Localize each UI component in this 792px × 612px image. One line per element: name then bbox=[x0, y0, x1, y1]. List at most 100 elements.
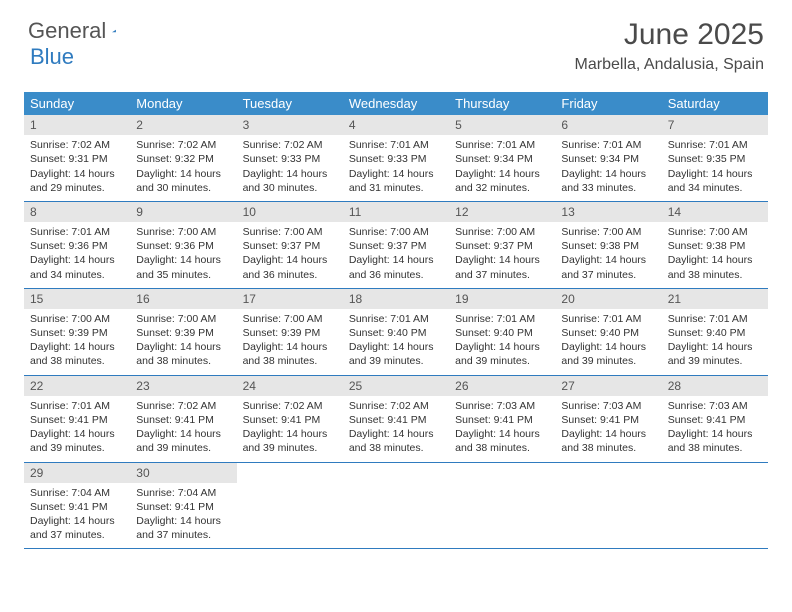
sunrise-line: Sunrise: 7:00 AM bbox=[30, 312, 124, 326]
day-cell: 10Sunrise: 7:00 AMSunset: 9:37 PMDayligh… bbox=[237, 202, 343, 288]
sunset-line: Sunset: 9:38 PM bbox=[561, 239, 655, 253]
daylight-line: Daylight: 14 hours and 39 minutes. bbox=[30, 427, 124, 455]
day-number: 1 bbox=[24, 115, 130, 135]
sunset-line: Sunset: 9:37 PM bbox=[349, 239, 443, 253]
daylight-line: Daylight: 14 hours and 39 minutes. bbox=[561, 340, 655, 368]
day-number: 24 bbox=[237, 376, 343, 396]
sunset-line: Sunset: 9:41 PM bbox=[455, 413, 549, 427]
day-number: 13 bbox=[555, 202, 661, 222]
sunrise-line: Sunrise: 7:01 AM bbox=[349, 312, 443, 326]
day-number: 8 bbox=[24, 202, 130, 222]
day-cell: 30Sunrise: 7:04 AMSunset: 9:41 PMDayligh… bbox=[130, 463, 236, 549]
sunrise-line: Sunrise: 7:00 AM bbox=[243, 225, 337, 239]
sunrise-line: Sunrise: 7:02 AM bbox=[136, 138, 230, 152]
sunset-line: Sunset: 9:40 PM bbox=[561, 326, 655, 340]
sunrise-line: Sunrise: 7:01 AM bbox=[455, 138, 549, 152]
daylight-line: Daylight: 14 hours and 38 minutes. bbox=[455, 427, 549, 455]
day-cell: 29Sunrise: 7:04 AMSunset: 9:41 PMDayligh… bbox=[24, 463, 130, 549]
sunset-line: Sunset: 9:34 PM bbox=[561, 152, 655, 166]
day-number: 21 bbox=[662, 289, 768, 309]
logo-triangle-icon bbox=[112, 22, 116, 40]
sunset-line: Sunset: 9:41 PM bbox=[136, 413, 230, 427]
daylight-line: Daylight: 14 hours and 39 minutes. bbox=[243, 427, 337, 455]
sunrise-line: Sunrise: 7:00 AM bbox=[136, 225, 230, 239]
sunset-line: Sunset: 9:41 PM bbox=[561, 413, 655, 427]
day-cell: 5Sunrise: 7:01 AMSunset: 9:34 PMDaylight… bbox=[449, 115, 555, 201]
daylight-line: Daylight: 14 hours and 38 minutes. bbox=[349, 427, 443, 455]
weekday-thursday: Thursday bbox=[449, 92, 555, 115]
sunrise-line: Sunrise: 7:00 AM bbox=[136, 312, 230, 326]
weeks-container: 1Sunrise: 7:02 AMSunset: 9:31 PMDaylight… bbox=[24, 115, 768, 549]
daylight-line: Daylight: 14 hours and 39 minutes. bbox=[455, 340, 549, 368]
week-row: 8Sunrise: 7:01 AMSunset: 9:36 PMDaylight… bbox=[24, 202, 768, 289]
sunrise-line: Sunrise: 7:00 AM bbox=[243, 312, 337, 326]
daylight-line: Daylight: 14 hours and 38 minutes. bbox=[668, 427, 762, 455]
sunset-line: Sunset: 9:36 PM bbox=[136, 239, 230, 253]
sunset-line: Sunset: 9:37 PM bbox=[455, 239, 549, 253]
day-cell: 22Sunrise: 7:01 AMSunset: 9:41 PMDayligh… bbox=[24, 376, 130, 462]
week-row: 1Sunrise: 7:02 AMSunset: 9:31 PMDaylight… bbox=[24, 115, 768, 202]
weekday-tuesday: Tuesday bbox=[237, 92, 343, 115]
sunrise-line: Sunrise: 7:01 AM bbox=[455, 312, 549, 326]
day-number: 12 bbox=[449, 202, 555, 222]
weekday-sunday: Sunday bbox=[24, 92, 130, 115]
day-number: 10 bbox=[237, 202, 343, 222]
day-cell: 7Sunrise: 7:01 AMSunset: 9:35 PMDaylight… bbox=[662, 115, 768, 201]
sunset-line: Sunset: 9:39 PM bbox=[243, 326, 337, 340]
daylight-line: Daylight: 14 hours and 35 minutes. bbox=[136, 253, 230, 281]
weekday-header-row: Sunday Monday Tuesday Wednesday Thursday… bbox=[24, 92, 768, 115]
daylight-line: Daylight: 14 hours and 38 minutes. bbox=[668, 253, 762, 281]
daylight-line: Daylight: 14 hours and 34 minutes. bbox=[30, 253, 124, 281]
sunrise-line: Sunrise: 7:03 AM bbox=[561, 399, 655, 413]
day-cell: 6Sunrise: 7:01 AMSunset: 9:34 PMDaylight… bbox=[555, 115, 661, 201]
calendar: Sunday Monday Tuesday Wednesday Thursday… bbox=[24, 92, 768, 549]
day-cell: 24 Sunrise: 7:02 AMSunset: 9:41 PMDayligh… bbox=[237, 376, 343, 462]
daylight-line: Daylight: 14 hours and 30 minutes. bbox=[243, 167, 337, 195]
sunrise-line: Sunrise: 7:02 AM bbox=[243, 399, 337, 413]
day-cell: 26 Sunrise: 7:03 AMSunset: 9:41 PMDayligh… bbox=[449, 376, 555, 462]
day-cell: 9 Sunrise: 7:00 AMSunset: 9:36 PMDaylight… bbox=[130, 202, 236, 288]
day-number: 5 bbox=[449, 115, 555, 135]
day-number: 14 bbox=[662, 202, 768, 222]
sunset-line: Sunset: 9:40 PM bbox=[455, 326, 549, 340]
day-cell: 28Sunrise: 7:03 AMSunset: 9:41 PMDayligh… bbox=[662, 376, 768, 462]
sunset-line: Sunset: 9:41 PM bbox=[349, 413, 443, 427]
day-number: 23 bbox=[130, 376, 236, 396]
sunrise-line: Sunrise: 7:02 AM bbox=[349, 399, 443, 413]
sunset-line: Sunset: 9:39 PM bbox=[136, 326, 230, 340]
day-number: 29 bbox=[24, 463, 130, 483]
sunset-line: Sunset: 9:32 PM bbox=[136, 152, 230, 166]
day-number: 9 bbox=[130, 202, 236, 222]
sunrise-line: Sunrise: 7:03 AM bbox=[668, 399, 762, 413]
day-cell: 14Sunrise: 7:00 AMSunset: 9:38 PMDayligh… bbox=[662, 202, 768, 288]
sunset-line: Sunset: 9:39 PM bbox=[30, 326, 124, 340]
sunrise-line: Sunrise: 7:01 AM bbox=[30, 225, 124, 239]
sunrise-line: Sunrise: 7:01 AM bbox=[668, 312, 762, 326]
day-cell: 8 Sunrise: 7:01 AMSunset: 9:36 PMDaylight… bbox=[24, 202, 130, 288]
sunset-line: Sunset: 9:41 PM bbox=[668, 413, 762, 427]
day-number: 18 bbox=[343, 289, 449, 309]
day-cell: 27Sunrise: 7:03 AMSunset: 9:41 PMDayligh… bbox=[555, 376, 661, 462]
logo-word2-wrap: Blue bbox=[30, 44, 74, 70]
sunrise-line: Sunrise: 7:01 AM bbox=[668, 138, 762, 152]
week-row: 15Sunrise: 7:00 AMSunset: 9:39 PMDayligh… bbox=[24, 289, 768, 376]
day-number: 22 bbox=[24, 376, 130, 396]
sunset-line: Sunset: 9:37 PM bbox=[243, 239, 337, 253]
weekday-monday: Monday bbox=[130, 92, 236, 115]
daylight-line: Daylight: 14 hours and 39 minutes. bbox=[349, 340, 443, 368]
sunrise-line: Sunrise: 7:01 AM bbox=[561, 312, 655, 326]
day-number: 11 bbox=[343, 202, 449, 222]
day-number: 26 bbox=[449, 376, 555, 396]
logo-word2: Blue bbox=[30, 44, 74, 69]
sunrise-line: Sunrise: 7:03 AM bbox=[455, 399, 549, 413]
day-cell: 15Sunrise: 7:00 AMSunset: 9:39 PMDayligh… bbox=[24, 289, 130, 375]
day-cell: 2Sunrise: 7:02 AMSunset: 9:32 PMDaylight… bbox=[130, 115, 236, 201]
sunset-line: Sunset: 9:41 PM bbox=[243, 413, 337, 427]
day-number: 6 bbox=[555, 115, 661, 135]
day-cell: 13Sunrise: 7:00 AMSunset: 9:38 PMDayligh… bbox=[555, 202, 661, 288]
sunset-line: Sunset: 9:36 PM bbox=[30, 239, 124, 253]
daylight-line: Daylight: 14 hours and 37 minutes. bbox=[455, 253, 549, 281]
day-cell: 21Sunrise: 7:01 AMSunset: 9:40 PMDayligh… bbox=[662, 289, 768, 375]
daylight-line: Daylight: 14 hours and 30 minutes. bbox=[136, 167, 230, 195]
day-cell: 18Sunrise: 7:01 AMSunset: 9:40 PMDayligh… bbox=[343, 289, 449, 375]
